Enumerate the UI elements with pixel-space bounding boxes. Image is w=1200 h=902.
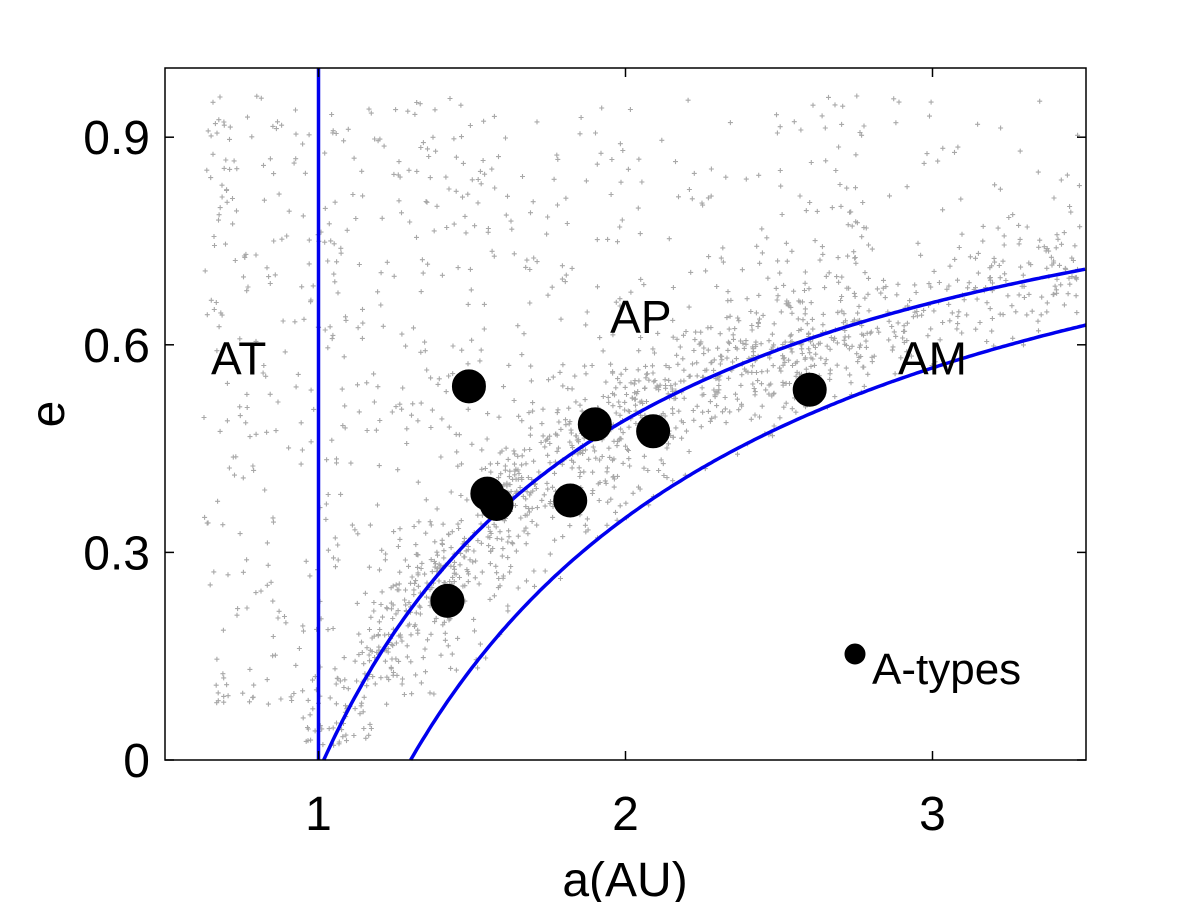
orbit-boundaries bbox=[316, 68, 1087, 761]
x-axis-label: a(AU) bbox=[562, 854, 687, 902]
y-axis-label: e bbox=[22, 401, 75, 428]
y-tick-label: 0.6 bbox=[83, 320, 150, 373]
plot-frame bbox=[164, 67, 1087, 761]
x-tick-label: 1 bbox=[305, 788, 332, 841]
region-labels: AT AP AM bbox=[211, 291, 967, 385]
region-label-am: AM bbox=[898, 333, 967, 385]
y-tick-label: 0 bbox=[123, 735, 150, 788]
legend: A-types bbox=[844, 643, 1021, 694]
a-type-point bbox=[792, 372, 827, 407]
a-type-point bbox=[636, 414, 671, 449]
legend-label: A-types bbox=[872, 645, 1021, 694]
region-label-ap: AP bbox=[610, 291, 671, 343]
a-type-point bbox=[577, 407, 612, 442]
a-type-point bbox=[430, 583, 465, 618]
a-type-point bbox=[479, 486, 514, 521]
tick-labels: 1 2 3 0 0.3 0.6 0.9 bbox=[83, 112, 946, 841]
background-asteroid-points bbox=[201, 93, 1083, 748]
legend-marker bbox=[844, 643, 866, 665]
y-tick-label: 0.3 bbox=[83, 527, 150, 580]
x-tick-label: 2 bbox=[612, 788, 639, 841]
a-type-points bbox=[430, 369, 827, 618]
y-tick-label: 0.9 bbox=[83, 112, 150, 165]
a-type-point bbox=[451, 369, 486, 404]
region-label-at: AT bbox=[211, 333, 266, 385]
asteroid-points bbox=[201, 93, 1083, 748]
x-tick-label: 3 bbox=[919, 788, 946, 841]
perihelion-boundary-curve bbox=[409, 323, 1087, 761]
perihelion-boundary-curve bbox=[322, 267, 1086, 761]
a-type-point bbox=[553, 483, 588, 518]
